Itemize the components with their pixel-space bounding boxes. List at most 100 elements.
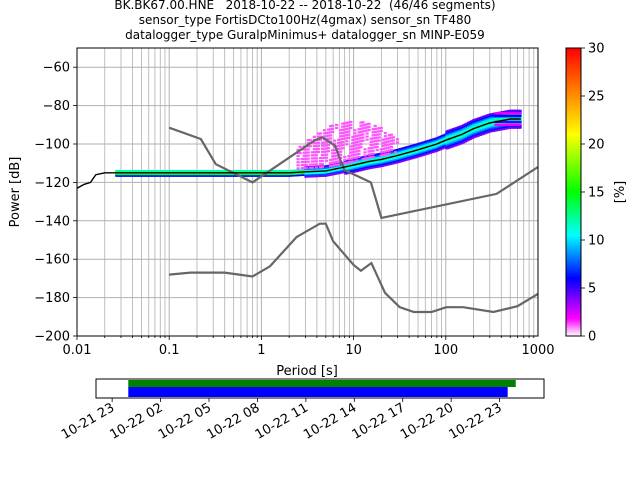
x-tick-label: 10 <box>345 343 362 358</box>
ppsd-cell <box>418 146 423 150</box>
ppsd-cell <box>307 175 311 178</box>
ppsd-cell <box>475 134 479 138</box>
ppsd-cell <box>267 174 272 177</box>
ppsd-cell <box>284 173 288 176</box>
ppsd-cell <box>458 142 462 145</box>
ppsd-cell <box>493 124 497 128</box>
ppsd-cell <box>385 162 389 165</box>
ppsd-cell <box>382 164 386 167</box>
ppsd-cell <box>478 123 482 126</box>
ppsd-cell <box>393 158 398 161</box>
ppsd-cell <box>428 150 433 153</box>
ppsd-cell <box>508 109 512 112</box>
ppsd-cell <box>296 161 300 164</box>
ppsd-cell <box>373 143 377 146</box>
ppsd-cell <box>332 172 336 176</box>
ppsd-cell <box>481 124 486 128</box>
ppsd-cell <box>326 150 331 153</box>
ppsd-cell <box>349 166 353 169</box>
ppsd-cell <box>373 124 377 127</box>
ppsd-cell <box>214 169 218 173</box>
ppsd-cell <box>398 158 403 161</box>
ppsd-cell <box>168 173 172 176</box>
ppsd-cell <box>365 164 369 167</box>
ppsd-cell <box>166 174 170 177</box>
ppsd-cell <box>462 134 466 138</box>
ppsd-cell <box>389 159 393 162</box>
ppsd-cell <box>341 128 345 131</box>
ppsd-cell <box>206 169 210 173</box>
ppsd-cell <box>335 163 339 166</box>
ppsd-cell <box>440 144 444 147</box>
ppsd-cell <box>259 169 263 173</box>
ppsd-cell <box>443 141 447 144</box>
ppsd-cell <box>364 160 368 163</box>
ppsd-cell <box>458 139 462 142</box>
ppsd-cell <box>483 115 487 118</box>
ppsd-cell <box>511 121 516 125</box>
ppsd-cell <box>120 174 124 177</box>
ppsd-cell <box>219 174 223 177</box>
ppsd-cell <box>498 123 502 126</box>
ppsd-cell <box>486 126 491 129</box>
ppsd-cell <box>347 168 351 171</box>
ppsd-cell <box>373 127 377 131</box>
ppsd-cell <box>515 121 519 125</box>
ppsd-cell <box>244 173 248 176</box>
ppsd-cell <box>301 172 305 175</box>
ppsd-cell <box>330 155 335 158</box>
title-line-3: datalogger_type GuralpMinimus+ datalogge… <box>125 28 485 42</box>
ppsd-cell <box>328 161 333 165</box>
ppsd-cell <box>452 132 456 135</box>
ppsd-cell <box>326 131 331 134</box>
ppsd-cell <box>306 142 310 145</box>
ppsd-cell <box>350 167 355 171</box>
ppsd-cell <box>330 158 335 161</box>
ppsd-cell <box>509 112 513 115</box>
ppsd-cell <box>151 174 155 177</box>
ppsd-cell <box>329 173 333 176</box>
ppsd-cell <box>115 169 119 173</box>
ppsd-cell <box>330 173 335 176</box>
ppsd-cell <box>410 144 414 147</box>
ppsd-cell <box>325 172 330 175</box>
ppsd-cell <box>473 118 477 121</box>
ppsd-cell <box>320 171 325 174</box>
ppsd-cell <box>375 145 379 149</box>
ppsd-cell <box>385 160 389 163</box>
ppsd-cell <box>503 117 507 121</box>
ppsd-cell <box>320 168 325 171</box>
ppsd-cell <box>397 157 401 160</box>
ppsd-cell <box>383 135 387 138</box>
ppsd-cell <box>467 123 471 126</box>
ppsd-cell <box>372 166 376 169</box>
ppsd-cell <box>417 155 421 158</box>
ppsd-cell <box>453 136 457 139</box>
ppsd-cell <box>302 151 306 154</box>
ppsd-cell <box>318 135 323 138</box>
ppsd-cell <box>304 173 308 177</box>
ppsd-cell <box>151 169 155 173</box>
ppsd-cell <box>442 146 446 149</box>
ppsd-cell <box>296 174 300 177</box>
ppsd-cell <box>407 150 411 153</box>
ppsd-cell <box>476 129 481 132</box>
ppsd-cell <box>204 169 208 173</box>
ppsd-cell <box>199 173 204 176</box>
ppsd-cell <box>324 132 329 135</box>
ppsd-cell <box>361 127 365 130</box>
ppsd-cell <box>462 141 466 144</box>
ppsd-cell <box>347 155 351 158</box>
ppsd-cell <box>337 168 341 171</box>
ppsd-cell <box>442 135 446 139</box>
ppsd-cell <box>490 114 494 117</box>
ppsd-cell <box>428 146 433 150</box>
ppsd-cell <box>362 163 366 166</box>
ppsd-cell <box>196 173 200 176</box>
ppsd-cell <box>320 141 325 144</box>
ppsd-cell <box>314 171 318 175</box>
ppsd-cell <box>246 169 250 173</box>
ppsd-cell <box>365 159 369 163</box>
ppsd-cell <box>204 174 208 177</box>
ppsd-cell <box>214 173 218 176</box>
